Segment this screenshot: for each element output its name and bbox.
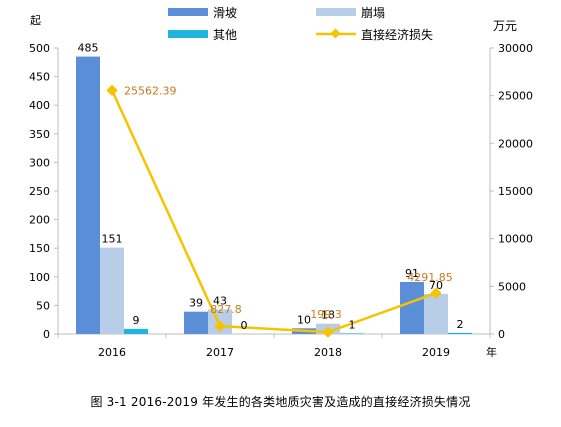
bar-value-label: 39 <box>189 297 203 310</box>
bar-value-label: 43 <box>213 294 227 307</box>
y-left-tick-label: 0 <box>43 328 50 341</box>
bar-其他 <box>340 333 364 334</box>
y-right-tick-label: 20000 <box>498 137 533 150</box>
legend-swatch-崩塌 <box>316 8 356 16</box>
bar-value-label: 9 <box>133 314 140 327</box>
loss-line <box>106 84 442 338</box>
x-tick-label: 2018 <box>314 346 342 359</box>
y-right-tick-label: 10000 <box>498 233 533 246</box>
x-tick-label: 2016 <box>98 346 126 359</box>
loss-value-label: 827.8 <box>210 303 242 316</box>
legend-label: 滑坡 <box>213 6 237 20</box>
loss-line-point <box>106 84 118 96</box>
y-right-tick-label: 30000 <box>498 42 533 55</box>
y-left-tick-label: 250 <box>29 185 50 198</box>
loss-value-label: 199.3 <box>310 308 342 321</box>
legend-label: 直接经济损失 <box>361 27 433 42</box>
legend-swatch-其他 <box>168 30 208 38</box>
y-left-axis-label: 起 <box>30 14 41 27</box>
y-left-tick-label: 100 <box>29 271 50 284</box>
legend-swatch-滑坡 <box>168 8 208 16</box>
bar-value-label: 18 <box>321 309 335 322</box>
bar-其他 <box>124 328 148 334</box>
legend-label: 崩塌 <box>361 6 385 20</box>
bar-value-label: 10 <box>297 313 311 326</box>
y-left-tick-label: 150 <box>29 242 50 255</box>
bar-value-label: 0 <box>241 319 248 332</box>
loss-line-point <box>214 320 226 332</box>
y-left-tick-label: 450 <box>29 71 50 84</box>
x-axis-label: 年 <box>486 345 497 359</box>
loss-value-label: 25562.39 <box>124 84 177 97</box>
chart-caption: 图 3-1 2016-2019 年发生的各类地质灾害及造成的直接经济损失情况 <box>90 395 471 409</box>
bar-崩塌 <box>424 293 448 334</box>
y-left-tick-label: 400 <box>29 99 50 112</box>
y-left-tick-label: 500 <box>29 42 50 55</box>
y-left-tick-label: 200 <box>29 214 50 227</box>
bar-滑坡 <box>76 56 100 335</box>
y-right-tick-label: 5000 <box>498 280 526 293</box>
y-right-tick-label: 25000 <box>498 90 533 103</box>
y-left-tick-label: 300 <box>29 156 50 169</box>
loss-line-point <box>430 287 442 299</box>
y-left-tick-label: 50 <box>36 299 50 312</box>
bar-value-label: 70 <box>429 279 443 292</box>
bar-value-label: 1 <box>349 318 356 331</box>
y-right-tick-label: 15000 <box>498 185 533 198</box>
y-left-tick-label: 350 <box>29 128 50 141</box>
legend-marker <box>330 28 341 39</box>
bar-滑坡 <box>184 311 208 334</box>
y-right-axis-label: 万元 <box>493 19 517 33</box>
bars <box>76 56 472 335</box>
loss-line-path <box>110 89 437 334</box>
bar-崩塌 <box>100 247 124 334</box>
x-tick-label: 2017 <box>206 346 234 359</box>
bar-value-label: 91 <box>405 267 419 280</box>
bar-value-label: 485 <box>78 42 99 55</box>
bar-滑坡 <box>400 281 424 334</box>
bar-value-label: 2 <box>457 318 464 331</box>
loss-line-point <box>322 326 334 338</box>
x-tick-label: 2019 <box>422 346 450 359</box>
data-labels: 485 39 10 91 151 43 18 70 9 0 1 2 25562.39 827.8 199.3… <box>78 42 464 332</box>
loss-value-label: 4291.85 <box>407 271 453 284</box>
legend-label: 其他 <box>213 28 237 42</box>
y-right-tick-label: 0 <box>498 328 505 341</box>
axes: 0501001502002503003504004505000500010000… <box>29 14 533 359</box>
bar-value-label: 151 <box>102 233 123 246</box>
bar-其他 <box>448 332 472 334</box>
